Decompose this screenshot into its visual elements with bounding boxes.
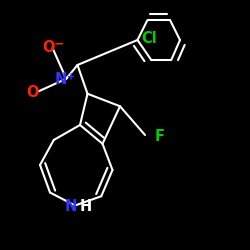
Text: O: O xyxy=(26,85,39,100)
Text: N: N xyxy=(55,72,68,88)
Text: −: − xyxy=(54,38,64,51)
Text: N: N xyxy=(65,199,78,214)
Text: O: O xyxy=(42,40,55,55)
Text: H: H xyxy=(80,199,92,214)
Text: Cl: Cl xyxy=(141,31,157,46)
Text: F: F xyxy=(155,129,165,144)
Text: +: + xyxy=(67,72,75,82)
